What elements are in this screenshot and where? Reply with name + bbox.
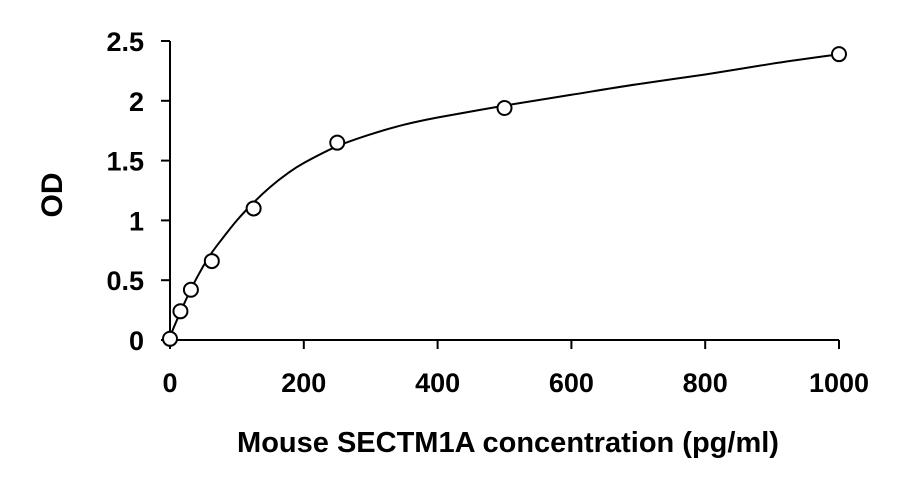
x-tick-label: 600 xyxy=(549,368,594,398)
data-point xyxy=(203,253,220,270)
y-tick-label: 1.5 xyxy=(106,147,144,177)
data-point xyxy=(162,330,178,347)
y-tick-label: 1 xyxy=(129,206,144,236)
fit-curve-line xyxy=(169,53,840,337)
y-tick-label: 0.5 xyxy=(106,266,144,296)
data-point xyxy=(245,200,262,217)
x-axis-label: Mouse SECTM1A concentration (pg/ml) xyxy=(237,427,779,459)
data-points xyxy=(162,46,847,347)
y-tick-label: 2 xyxy=(129,87,144,117)
x-tick-label: 400 xyxy=(415,368,460,398)
x-tick-label: 1000 xyxy=(809,368,869,398)
data-point xyxy=(831,46,847,63)
x-tick-label: 0 xyxy=(162,368,177,398)
data-point xyxy=(172,303,189,320)
y-tick-label: 0 xyxy=(129,326,144,356)
data-point xyxy=(182,281,199,298)
data-point xyxy=(496,99,513,116)
x-tick-label: 200 xyxy=(281,368,326,398)
y-tick-label: 2.5 xyxy=(106,27,144,57)
x-axis: 0 200 400 600 800 1000 xyxy=(162,339,869,398)
y-axis: 0 0.5 1 1.5 2 2.5 xyxy=(106,27,171,356)
x-tick-label: 800 xyxy=(683,368,728,398)
data-point xyxy=(329,134,346,151)
y-axis-label: OD xyxy=(36,173,69,218)
